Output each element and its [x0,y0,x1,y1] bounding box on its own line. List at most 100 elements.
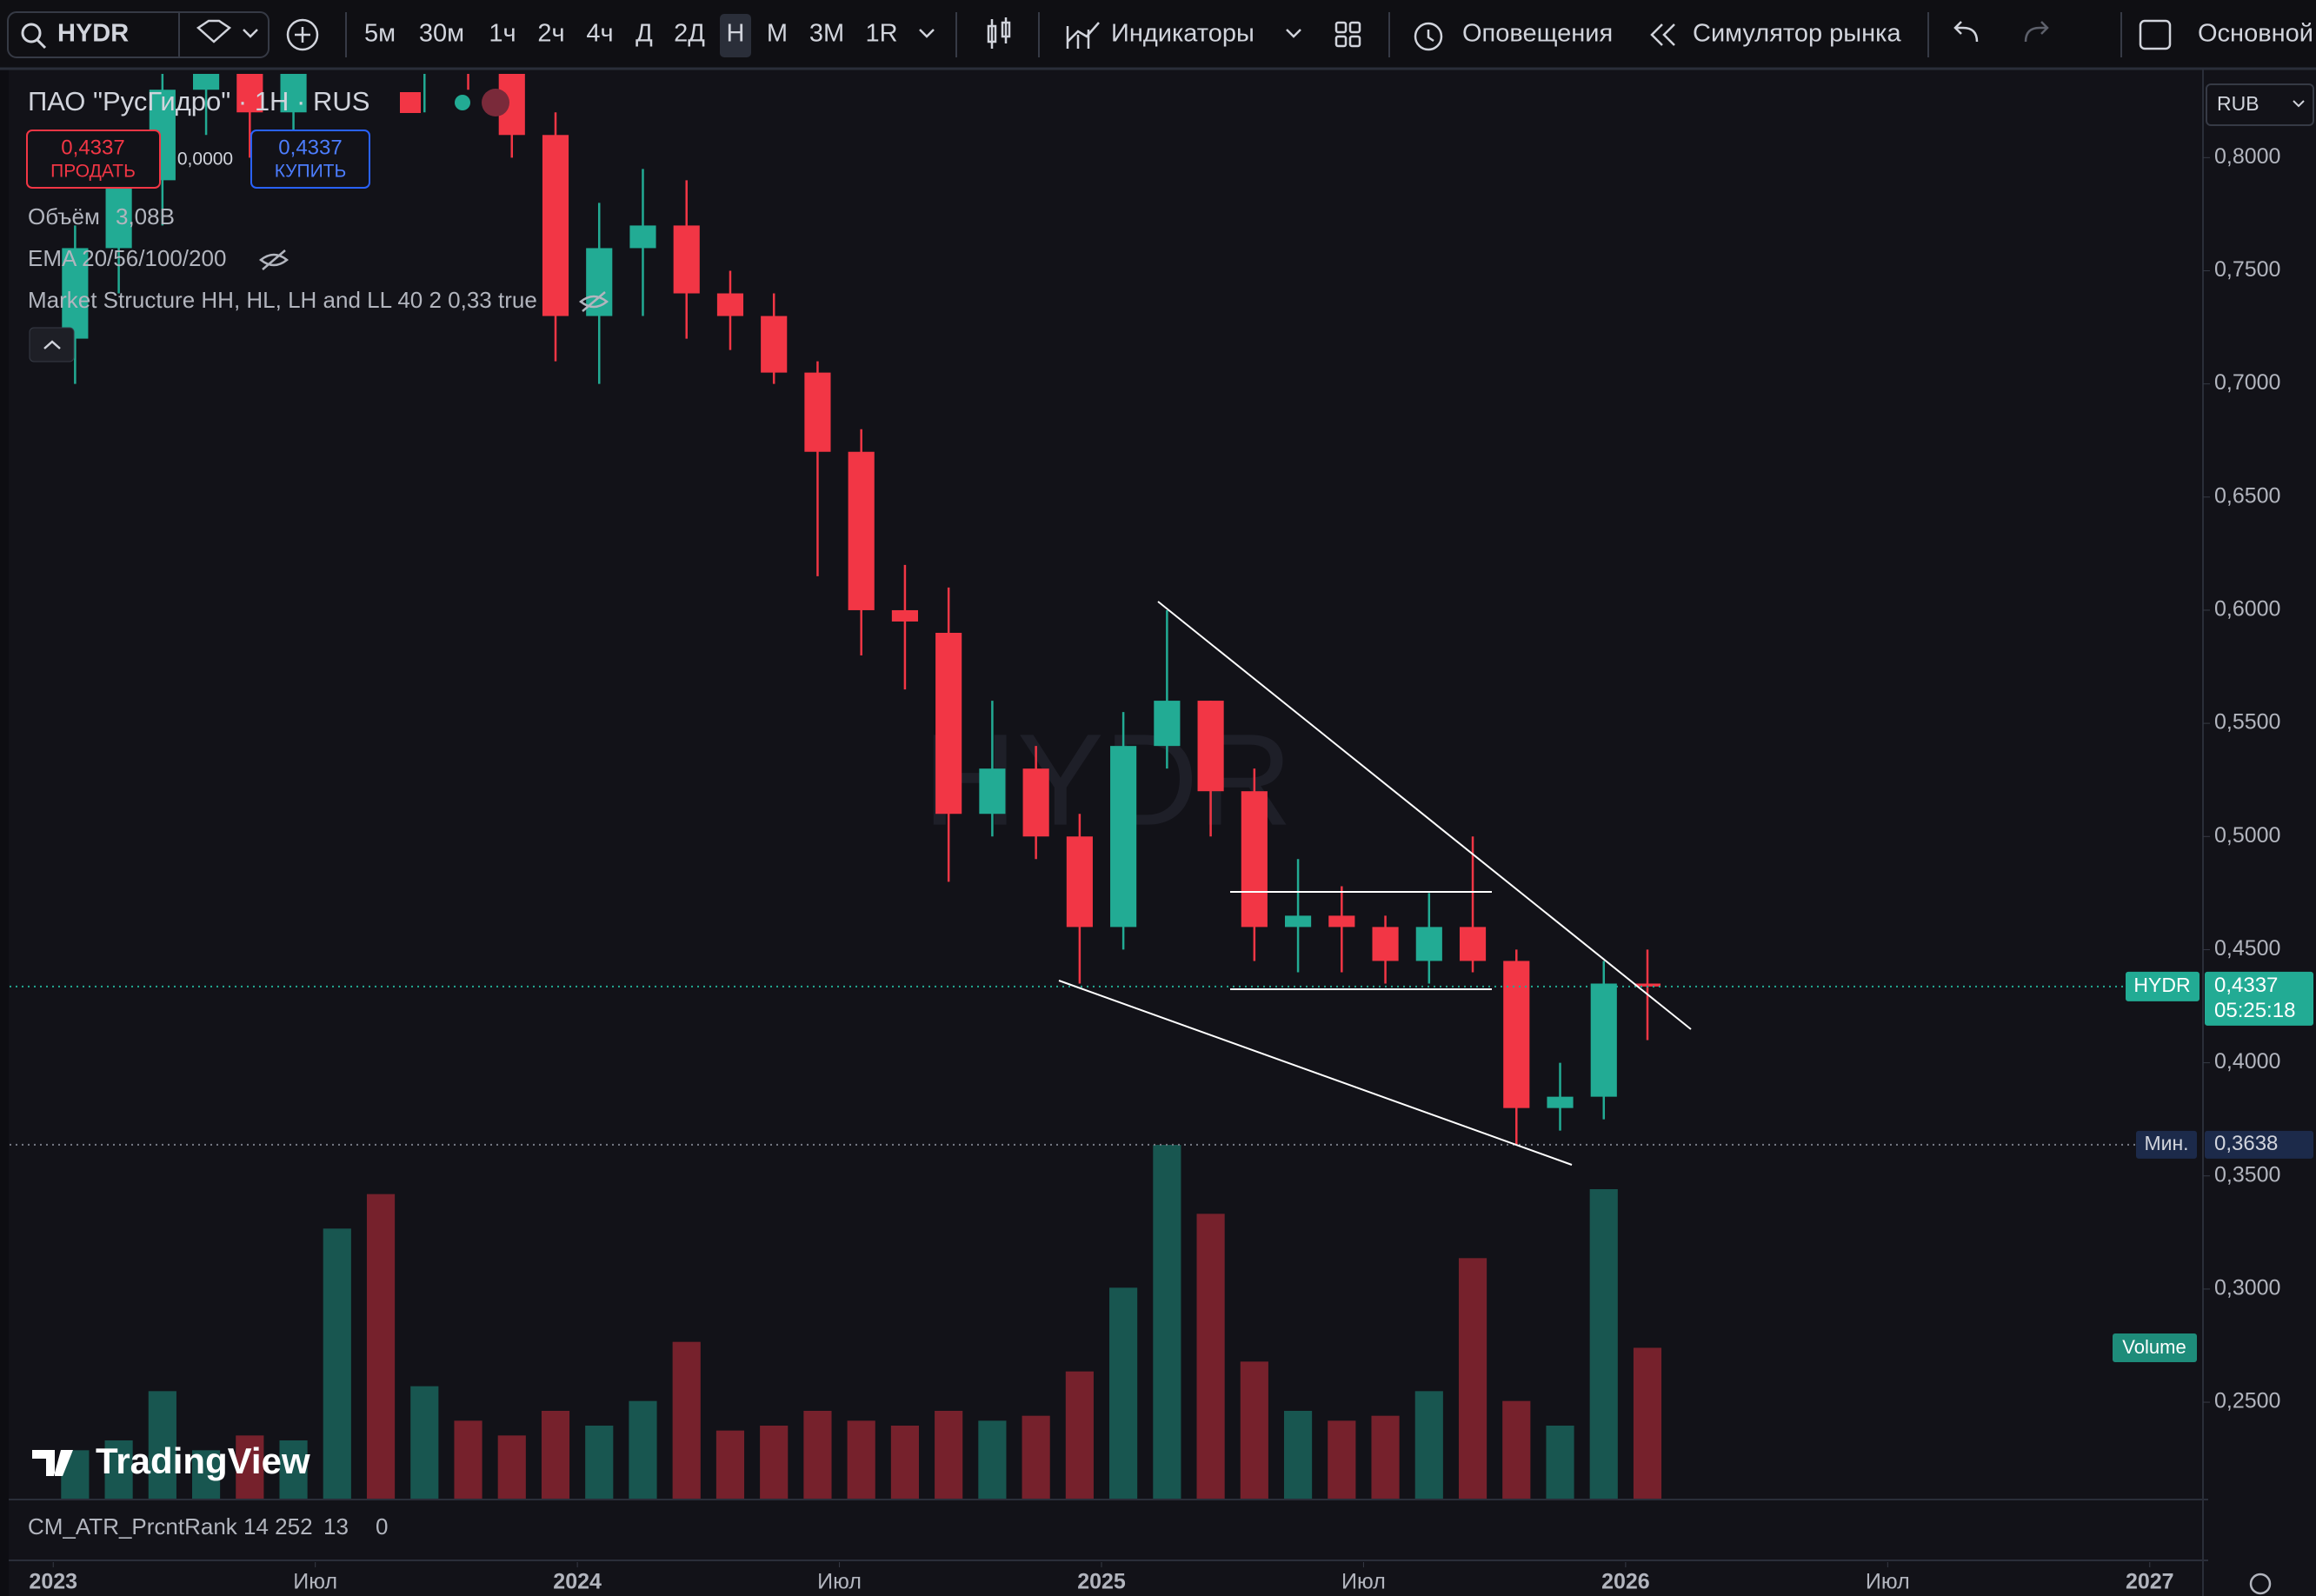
candle-body [1110,746,1137,928]
legend: ПАО "РусГидро" · 1Н · RUS 0,4337 ПРОДАТЬ… [26,86,609,362]
interval-button[interactable]: М [767,20,788,48]
countdown: 05:25:18 [2214,999,2295,1022]
volume-bar [497,1435,526,1500]
symbol[interactable]: HYDR [57,20,129,48]
y-tick-label: 0,6000 [2214,597,2280,622]
x-tick-label: 2025 [1077,1570,1126,1594]
candle-body [1634,983,1661,987]
candle-body [62,248,89,339]
volume-bar [541,1411,570,1500]
currency-select[interactable] [2206,83,2314,126]
trend-line [1058,980,1573,1166]
chart-type-icon[interactable] [987,17,1011,49]
collapse-button[interactable] [29,327,75,362]
x-tick-label: Июл [817,1570,862,1594]
candle-body [848,451,875,610]
buy-price: 0,4337 [278,136,342,159]
y-tick-label: 0,4500 [2214,936,2280,961]
volume-bar [890,1426,919,1500]
toolbar-bg [0,0,2316,68]
interval-button[interactable]: 4ч [586,20,613,48]
symbol-search[interactable] [7,11,270,58]
watermark: HYDR [922,707,1292,853]
y-tick-label: 0,5500 [2214,710,2280,735]
volume-bar [104,1440,133,1500]
candle-body [1066,836,1093,928]
settings-button[interactable] [2249,1573,2272,1595]
x-tick-label: 2026 [1601,1570,1650,1594]
layout-icon[interactable] [2139,19,2172,50]
candle-body [1372,927,1399,961]
add-symbol[interactable] [286,18,319,51]
sell-label: ПРОДАТЬ [50,162,136,182]
volume-bar [935,1411,963,1500]
candle-body [716,293,744,316]
ema-legend: EMA 20/56/100/200 [28,245,226,271]
candle-body [1022,768,1049,837]
candle-body [1241,791,1268,928]
candle-body [1197,701,1224,792]
interval-button[interactable]: 5м [364,20,396,48]
interval-button[interactable]: 1ч [489,20,516,48]
min-price-badge [2205,1130,2313,1159]
layout-name[interactable]: Основной [2198,20,2313,48]
collapse-icon [43,340,61,349]
x-tick-label: 2023 [29,1570,77,1594]
atr-value: 13 [323,1513,349,1539]
buy-button[interactable] [250,130,370,189]
min-badge-text: Мин. [2144,1132,2188,1154]
trend-line [1157,601,1692,1030]
volume-bar [192,1450,221,1500]
indicators-button[interactable]: Индикаторы [1111,20,1254,48]
atr-value: 0 [376,1513,388,1539]
chevron[interactable] [243,29,258,38]
layouts-icon[interactable] [1334,21,1361,48]
candle-body [1328,915,1355,928]
volume-bar [1240,1361,1268,1500]
x-tick-label: 2024 [553,1570,602,1594]
redo-button[interactable] [2024,21,2049,43]
interval-button[interactable]: 3М [809,20,844,48]
volume-bar [1589,1189,1618,1500]
chevron[interactable] [1286,29,1301,38]
alerts-button[interactable]: Оповещения [1462,20,1613,48]
volume-bar [1633,1347,1662,1500]
candle-body [1459,927,1487,961]
sell-button[interactable] [26,130,161,189]
candle-body [891,609,918,622]
interval-button[interactable]: 2Д [674,20,705,48]
volume-bar [978,1420,1007,1500]
volume-bar [1109,1287,1138,1500]
hidden-icon[interactable] [578,291,609,312]
interval-button[interactable]: Д [636,20,653,48]
replay-button[interactable]: Симулятор рынка [1693,20,1901,48]
y-tick-label: 0,4000 [2214,1049,2280,1074]
undo-button[interactable] [1953,21,1979,43]
compare-icon[interactable] [196,19,232,43]
candle-body [629,225,656,249]
volume-bar [1414,1391,1443,1500]
volume-bar [715,1430,745,1500]
y-tick-label: 0,3000 [2214,1276,2280,1300]
interval-button[interactable]: 1R [865,20,897,48]
candle-body [105,180,132,249]
active-interval-bg [720,14,751,57]
candle-body [1285,915,1312,928]
hidden-icon[interactable] [258,249,290,270]
volume-bar [760,1426,789,1500]
y-tick-label: 0,5000 [2214,823,2280,848]
x-tick-label: Июл [1866,1570,1910,1594]
candle-body [193,74,220,90]
chevron[interactable] [919,29,935,38]
interval-button[interactable]: Н [727,20,745,48]
interval-button[interactable]: 30м [419,20,464,48]
volume-bar [585,1426,614,1500]
volume-bar [1546,1426,1574,1500]
interval-button[interactable]: 2ч [537,20,564,48]
volume-bar [410,1386,439,1500]
y-tick-label: 0,6500 [2214,483,2280,508]
volume-bar [279,1440,308,1500]
status-icon [482,89,509,116]
volume-bar [1371,1415,1400,1500]
currency[interactable]: RUB [2217,92,2259,115]
